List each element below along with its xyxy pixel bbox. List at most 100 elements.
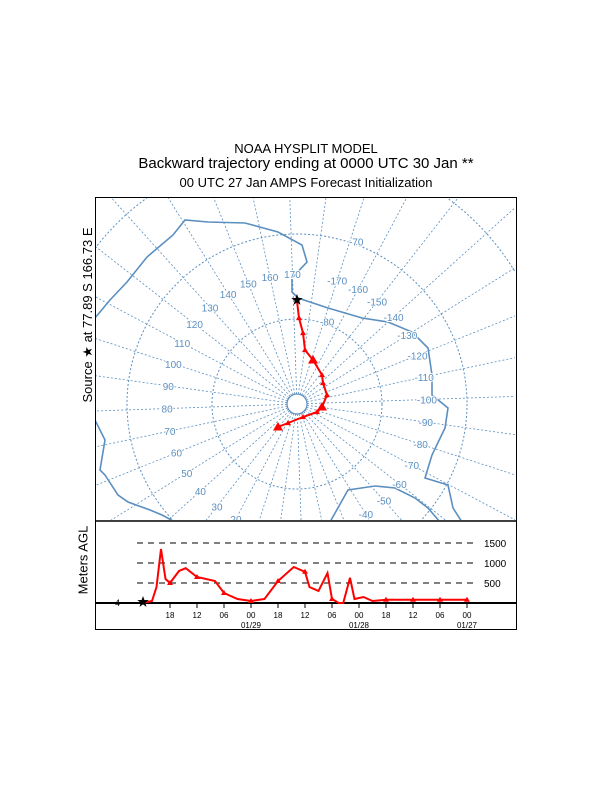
- meridian-line: [96, 246, 290, 399]
- meridian-line: [306, 395, 515, 405]
- longitude-label: -90: [419, 418, 434, 429]
- coastline: [96, 420, 173, 520]
- meridian-line: [280, 413, 297, 520]
- longitude-label: 170: [284, 270, 301, 281]
- trajectory-marker: [302, 347, 308, 353]
- trajectory-marker: [296, 315, 302, 321]
- coastline: [330, 485, 440, 520]
- meridian-line: [289, 198, 298, 395]
- latitude-circle: [211, 318, 383, 490]
- longitude-label: -110: [415, 373, 435, 384]
- longitude-label: -40: [359, 510, 374, 521]
- meridian-line: [96, 375, 288, 404]
- coastline: [96, 219, 462, 520]
- source-height-star-icon: [137, 596, 149, 607]
- meridian-line: [96, 407, 288, 486]
- longitude-label: 20: [230, 515, 242, 526]
- height-marker: [437, 596, 443, 602]
- height-marker: [194, 574, 200, 579]
- meridian-line: [110, 408, 289, 520]
- longitude-label: 120: [186, 320, 203, 331]
- trajectory-marker: [314, 409, 320, 415]
- time-tick-label: 06: [436, 611, 445, 620]
- meridian-line: [299, 198, 365, 395]
- time-tick-label: 00: [463, 611, 472, 620]
- meridian-line: [213, 198, 294, 395]
- longitude-label: -130: [397, 331, 417, 342]
- height-marker: [167, 580, 173, 585]
- longitude-label: -160: [348, 285, 368, 296]
- trajectory-marker: [300, 414, 306, 420]
- meridian-line: [306, 406, 515, 476]
- time-tick-label: 00: [247, 611, 256, 620]
- longitude-label: 90: [163, 382, 175, 393]
- longitude-label: -70: [405, 461, 420, 472]
- model-title: NOAA HYSPLIT MODEL: [234, 141, 378, 156]
- trajectory-marker: [320, 380, 326, 386]
- longitude-label: 140: [220, 290, 237, 301]
- height-level-label: 1000: [484, 559, 507, 570]
- height-level-label: 500: [484, 579, 501, 590]
- meridian-line: [302, 198, 459, 397]
- longitude-label: 160: [262, 273, 279, 284]
- time-tick-label: 12: [193, 611, 202, 620]
- longitude-label: 80: [162, 405, 174, 416]
- longitude-label: 100: [165, 360, 182, 371]
- initialization-subtitle: 00 UTC 27 Jan AMPS Forecast Initializati…: [179, 175, 433, 190]
- meridian-line: [252, 198, 296, 395]
- plot-frame: [95, 197, 517, 630]
- meridian-line: [96, 296, 289, 400]
- time-tick-label: 12: [409, 611, 418, 620]
- time-tick-label: 00: [355, 611, 364, 620]
- date-label: 01/27: [457, 621, 478, 630]
- source-star-icon: [291, 294, 303, 305]
- height-marker: [410, 596, 416, 602]
- longitude-label: -80: [413, 440, 428, 451]
- trajectory-marker: [285, 420, 291, 426]
- height-marker: [383, 596, 389, 602]
- meridian-line: [167, 198, 293, 396]
- trajectory-title: Backward trajectory ending at 0000 UTC 3…: [138, 155, 474, 172]
- longitude-label: 30: [211, 502, 223, 513]
- date-label: 01/29: [241, 621, 262, 630]
- longitude-label: -100: [417, 395, 437, 406]
- height-marker: [302, 568, 308, 574]
- trajectory-marker: [300, 330, 306, 336]
- longitude-label: 150: [240, 279, 257, 290]
- time-tick-label: 06: [328, 611, 337, 620]
- meridian-line: [258, 413, 295, 520]
- meridian-line: [167, 410, 290, 520]
- meridian-line: [234, 412, 293, 520]
- longitude-label: 40: [195, 487, 207, 498]
- pole-circle: [286, 393, 308, 415]
- longitude-label: 60: [171, 449, 183, 460]
- meridian-line: [303, 411, 402, 520]
- height-marker: [221, 590, 227, 595]
- latitude-label: -80: [320, 317, 335, 328]
- time-tick-label: 18: [274, 611, 283, 620]
- longitude-label: -140: [384, 313, 404, 324]
- time-tick-label: 12: [301, 611, 310, 620]
- time-tick-label: 18: [166, 611, 175, 620]
- meridian-line: [297, 198, 327, 395]
- meridian-line: [301, 412, 370, 520]
- latitude-label: -70: [349, 237, 364, 248]
- meridian-line: [306, 315, 515, 401]
- meridian-line: [304, 409, 447, 520]
- longitude-label: -50: [377, 497, 392, 508]
- meridian-line: [110, 198, 291, 397]
- height-trajectory-line: [142, 548, 467, 604]
- height-level-label: 1500: [484, 539, 507, 550]
- trajectory-marker: [308, 355, 318, 364]
- height-marker: [248, 598, 254, 603]
- meridian-line: [96, 338, 288, 402]
- trajectory-marker: [319, 372, 325, 378]
- meridian-line: [305, 267, 515, 400]
- meridian-line: [304, 207, 515, 398]
- height-marker: [464, 596, 470, 602]
- meridian-line: [301, 198, 407, 396]
- height-marker: [329, 596, 335, 601]
- time-tick-label: 06: [220, 611, 229, 620]
- meridian-line: [96, 405, 288, 448]
